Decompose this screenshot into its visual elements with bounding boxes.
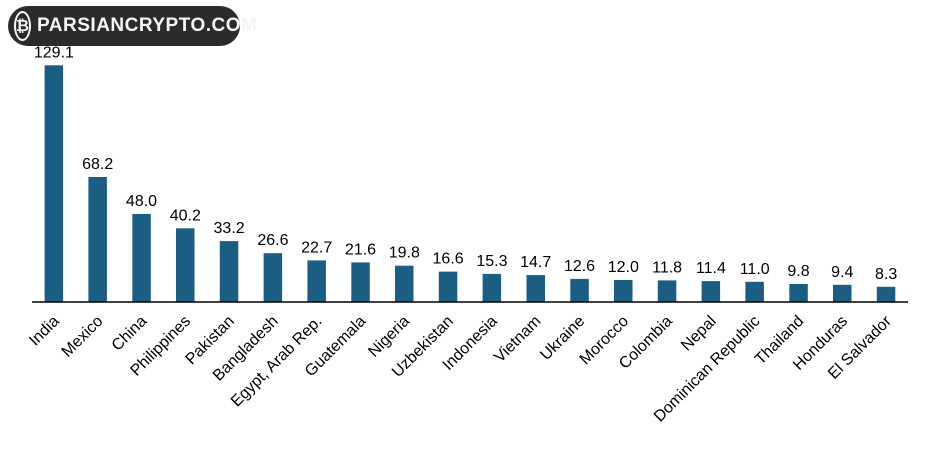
data-label: 9.8	[787, 263, 809, 280]
data-label: 26.6	[257, 232, 288, 249]
data-label: 19.8	[389, 245, 420, 262]
bar-vietnam	[526, 275, 545, 302]
category-label: Vietnam	[491, 313, 544, 366]
bar-philippines	[176, 228, 195, 302]
bar-mexico	[88, 177, 107, 302]
bar-bangladesh	[263, 253, 283, 302]
bar-indonesia	[482, 273, 502, 302]
data-label: 22.7	[301, 239, 332, 256]
bar-china	[132, 214, 151, 302]
watermark-text: PARSIANCRYPTO.COM	[37, 15, 258, 36]
bar-el-salvador	[876, 286, 896, 302]
data-label: 40.2	[170, 207, 201, 224]
category-label: Mexico	[59, 313, 107, 361]
data-labels-group: 129.1 68.2 48.0 40.2 33.2 26.6 22.7 21.6 19.8 16.…	[34, 44, 897, 282]
bar-egypt-arab-rep	[307, 260, 326, 302]
bars-group	[44, 65, 896, 302]
data-label: 9.4	[831, 264, 853, 281]
bar-pakistan	[219, 241, 239, 302]
bar-colombia	[657, 280, 677, 302]
parsiancrypto-emblem-icon: ₿	[14, 11, 32, 41]
watermark-logo: ₿ PARSIANCRYPTO.COM	[8, 6, 257, 46]
data-label: 33.2	[214, 220, 245, 237]
data-label: 12.6	[564, 258, 595, 275]
bar-uzbekistan	[438, 271, 458, 302]
bar-morocco	[614, 280, 633, 302]
data-label: 68.2	[82, 156, 113, 173]
bar-india	[44, 65, 64, 302]
bar-nigeria	[395, 265, 414, 302]
data-label: 21.6	[345, 241, 376, 258]
data-label: 129.1	[34, 44, 74, 61]
data-label: 48.0	[126, 193, 157, 210]
data-label: 15.3	[476, 253, 507, 270]
data-label: 14.7	[520, 254, 551, 271]
data-label: 12.0	[608, 259, 639, 276]
category-label: China	[109, 313, 151, 355]
bar-nepal	[701, 281, 721, 302]
bar-thailand	[789, 284, 808, 302]
bar-honduras	[833, 284, 852, 302]
category-label: India	[26, 313, 63, 350]
bar-dominican-republic	[745, 281, 764, 302]
data-label: 16.6	[433, 251, 464, 268]
data-label: 8.3	[875, 266, 897, 283]
data-label: 11.4	[696, 260, 726, 277]
bar-ukraine	[570, 278, 589, 302]
data-label: 11.0	[740, 261, 770, 278]
data-label: 11.8	[652, 259, 682, 276]
bar-guatemala	[351, 262, 370, 302]
category-label: Nepal	[678, 313, 720, 355]
